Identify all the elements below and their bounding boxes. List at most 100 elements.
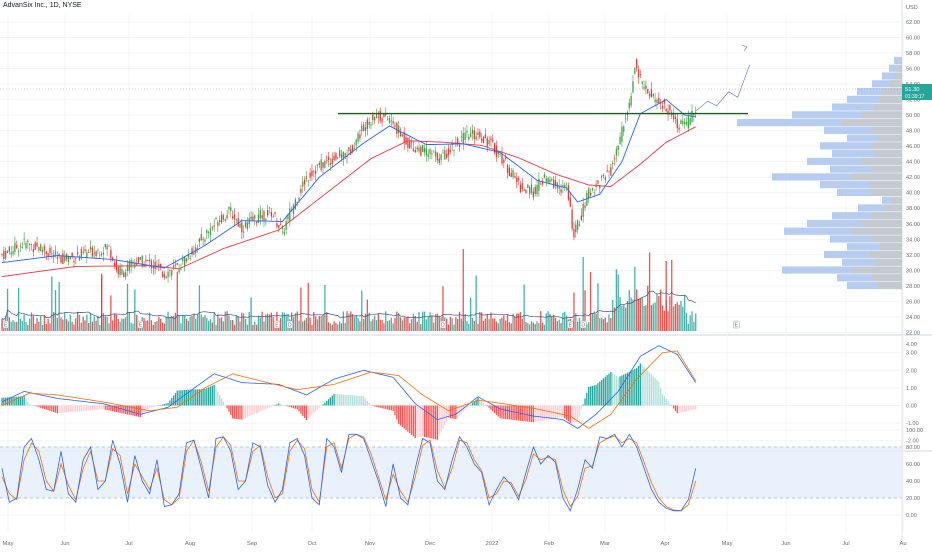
- volume-bar: [492, 318, 494, 331]
- candle-body: [608, 171, 610, 173]
- macd-histogram-bar: [619, 376, 621, 406]
- event-marker[interactable]: E: [273, 320, 281, 329]
- macd-histogram-bar: [36, 405, 38, 407]
- candle-body: [479, 131, 481, 138]
- candle-body: [615, 148, 618, 156]
- candle-body: [663, 99, 666, 104]
- x-tick-label: Sep: [247, 541, 257, 547]
- volume-bar: [462, 249, 464, 331]
- macd-histogram-bar: [375, 405, 378, 407]
- candle-body: [97, 249, 99, 251]
- volume-bar: [64, 312, 66, 331]
- candle-body: [84, 249, 86, 252]
- volume-bar: [599, 318, 601, 331]
- macd-histogram-bar: [643, 367, 645, 406]
- candle-body: [517, 178, 520, 181]
- candle-body: [394, 125, 396, 127]
- volume-bar: [628, 290, 630, 331]
- volume-bar: [283, 312, 285, 331]
- volume-bar: [67, 321, 70, 331]
- volume-bar: [228, 315, 230, 331]
- volume-bar: [388, 320, 391, 331]
- candle-body: [362, 124, 365, 131]
- macd-histogram-bar: [224, 404, 226, 406]
- candle-body: [597, 180, 599, 184]
- macd-histogram-bar: [409, 405, 411, 434]
- volume-bar: [329, 323, 332, 331]
- volume-bar: [60, 317, 62, 331]
- event-marker[interactable]: D: [286, 320, 294, 329]
- candle-body: [359, 134, 361, 139]
- macd-histogram-bar: [136, 405, 138, 417]
- candle-body: [147, 259, 149, 261]
- candle-body: [287, 214, 289, 220]
- candle-body: [311, 170, 313, 177]
- stoch-y-tick: 20.00: [906, 496, 920, 502]
- volume-bar: [398, 312, 400, 331]
- macd-histogram-bar: [268, 405, 271, 408]
- projection-arrow: [741, 44, 748, 52]
- volume-bar: [233, 324, 236, 331]
- macd-histogram-bar: [270, 405, 273, 407]
- volume-bar: [584, 290, 586, 331]
- macd-histogram-bar: [276, 404, 278, 406]
- macd-histogram-bar: [671, 405, 673, 406]
- volume-profile-bar: [824, 250, 902, 259]
- macd-histogram-bar: [169, 400, 171, 406]
- candle-body: [233, 214, 236, 220]
- macd-histogram-bar: [302, 405, 304, 416]
- candle-body: [695, 112, 697, 113]
- event-marker[interactable]: E: [567, 320, 574, 329]
- volume-bar: [235, 315, 237, 331]
- macd-histogram-bar: [418, 405, 420, 438]
- candle-body: [302, 181, 304, 187]
- candle-body: [141, 255, 143, 267]
- event-marker[interactable]: E: [2, 320, 9, 329]
- event-marker[interactable]: E: [733, 320, 740, 329]
- macd-histogram-bar: [182, 390, 184, 406]
- macd-histogram-bar: [682, 405, 684, 413]
- candle-body: [156, 265, 158, 267]
- volume-bar: [475, 275, 477, 331]
- macd-histogram-bar: [639, 363, 642, 406]
- volume-bar: [364, 313, 367, 331]
- macd-histogram-bar: [512, 405, 514, 420]
- volume-bar: [76, 311, 79, 331]
- candle-body: [10, 252, 12, 255]
- macd-histogram-bar: [412, 405, 415, 437]
- volume-bar: [669, 296, 671, 331]
- candle-body: [163, 274, 166, 278]
- volume-bar: [237, 316, 239, 331]
- candle-body: [134, 262, 136, 268]
- macd-histogram-bar: [652, 376, 654, 406]
- event-marker[interactable]: E: [137, 320, 144, 329]
- macd-histogram-bar: [410, 405, 413, 435]
- macd-histogram-bar: [231, 405, 234, 419]
- event-marker[interactable]: D: [579, 320, 587, 329]
- volume-bar: [647, 285, 649, 331]
- candle-body: [206, 230, 208, 234]
- candle-body: [372, 114, 374, 121]
- volume-bar: [540, 311, 542, 331]
- candle-body: [91, 247, 94, 257]
- macd-histogram-bar: [17, 396, 20, 406]
- candle-body: [660, 102, 662, 104]
- volume-bar: [53, 312, 55, 331]
- x-tick-label: Feb: [544, 541, 554, 547]
- macd-histogram-bar: [486, 405, 488, 407]
- volume-bar: [495, 321, 498, 331]
- macd-histogram-bar: [429, 405, 431, 439]
- macd-histogram-bar: [632, 369, 634, 406]
- macd-histogram-bar: [457, 405, 459, 418]
- event-marker[interactable]: D: [439, 320, 447, 329]
- volume-profile-bar-up: [880, 243, 902, 251]
- candle-body: [418, 147, 420, 152]
- volume-bar: [392, 323, 394, 331]
- volume-profile-bar: [857, 87, 902, 96]
- volume-bar: [318, 316, 320, 331]
- candle-body: [231, 216, 234, 219]
- candle-body: [416, 147, 418, 150]
- macd-histogram-bar: [8, 397, 11, 406]
- macd-histogram-bar: [348, 395, 350, 406]
